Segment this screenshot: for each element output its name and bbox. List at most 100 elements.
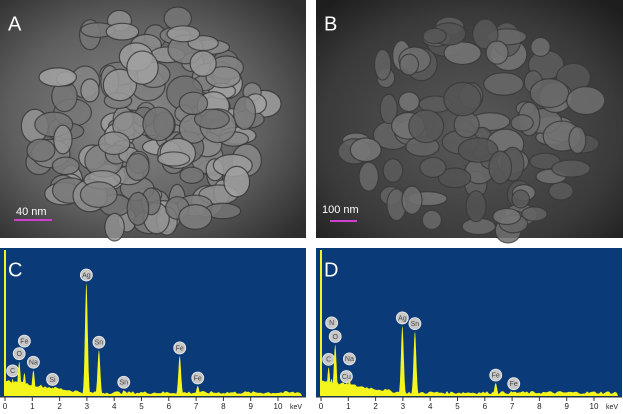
grain (157, 151, 191, 167)
panel-label: D (324, 259, 338, 281)
peak (7, 378, 19, 396)
x-tick-label: 6 (167, 402, 172, 411)
grain (382, 158, 404, 183)
peak (323, 367, 335, 396)
peak-marker (395, 311, 409, 325)
peak-label: Fe (176, 345, 184, 352)
x-tick-label: 8 (537, 402, 542, 411)
peak-label: Fe (492, 372, 500, 379)
grain (437, 167, 472, 189)
peak-label: C (326, 357, 331, 364)
grain (26, 138, 56, 163)
grain (465, 190, 487, 223)
x-tick-label: 3 (85, 402, 90, 411)
scale-bar-label: 40 nm (16, 206, 47, 218)
scale-bar-label: 100 nm (322, 204, 359, 216)
x-tick-label: 9 (248, 402, 253, 411)
grain (79, 181, 118, 208)
peak-label: N (329, 320, 334, 327)
x-tick-label: 7 (194, 402, 199, 411)
grain (419, 156, 447, 178)
peak (192, 386, 204, 396)
peak (27, 370, 39, 396)
grain (398, 91, 420, 113)
peak-marker (92, 335, 106, 349)
grain (179, 166, 205, 184)
grain (566, 86, 606, 116)
peak (174, 356, 186, 396)
peak-label: Fe (194, 375, 202, 382)
grain (223, 165, 251, 198)
peak-label: Fe (20, 338, 28, 345)
grain (443, 41, 482, 66)
x-tick-label: 7 (510, 402, 515, 411)
peak (118, 390, 130, 396)
peak (343, 378, 355, 396)
x-tick-label: 5 (455, 402, 460, 411)
grain (102, 68, 138, 102)
peak-marker (17, 334, 31, 348)
x-tick-label: 10 (274, 402, 283, 411)
peak (329, 344, 341, 396)
grain (511, 189, 530, 209)
x-tick-label: 2 (373, 402, 378, 411)
grain (205, 66, 241, 89)
grain (530, 36, 551, 57)
peak-marker (489, 368, 503, 382)
panel-label: C (8, 259, 22, 281)
x-tick-label: 4 (112, 402, 117, 411)
peak-marker (408, 317, 422, 331)
grain (521, 206, 548, 222)
grain (142, 106, 175, 142)
x-tick-label: 5 (139, 402, 144, 411)
grain (373, 48, 392, 81)
peak (490, 383, 502, 396)
grain (401, 185, 423, 215)
peak (340, 384, 352, 396)
x-tick-label: 2 (57, 402, 62, 411)
peak (508, 391, 520, 396)
panel-label: B (324, 13, 337, 35)
peak-marker (342, 352, 356, 366)
grains (337, 16, 606, 244)
peak-label: Na (345, 356, 354, 363)
grain (568, 126, 587, 155)
x-unit: keV (290, 404, 302, 411)
peak-label: Na (29, 360, 38, 367)
peak-label: Fe (510, 381, 518, 388)
grain (483, 72, 525, 96)
grains (20, 6, 282, 242)
x-tick-label: 0 (319, 402, 324, 411)
grain (178, 204, 213, 230)
grain (358, 161, 379, 192)
plot-background (0, 248, 306, 397)
peak-label: O (16, 351, 22, 358)
peak-label: Ag (82, 272, 91, 279)
peak-label: O (332, 334, 338, 341)
grain (492, 207, 522, 226)
x-tick-label: 6 (483, 402, 488, 411)
noise (321, 380, 618, 396)
grain (379, 93, 398, 125)
grain (126, 50, 159, 85)
x-tick-label: 10 (590, 402, 599, 411)
peak-label: Cu (342, 374, 351, 381)
grain (104, 212, 125, 242)
grain (457, 137, 499, 163)
peak (409, 331, 421, 396)
x-tick-label: 3 (401, 402, 406, 411)
peak-marker (328, 330, 342, 343)
grain (97, 131, 131, 156)
peak (93, 350, 105, 396)
grain (53, 124, 73, 155)
grain (472, 18, 499, 50)
peak-marker (325, 316, 339, 330)
x-tick-label: 8 (221, 402, 226, 411)
x-tick-label: 1 (346, 402, 351, 411)
noise (5, 380, 302, 396)
grain (105, 22, 140, 41)
peak (47, 387, 58, 396)
grain (51, 156, 80, 176)
